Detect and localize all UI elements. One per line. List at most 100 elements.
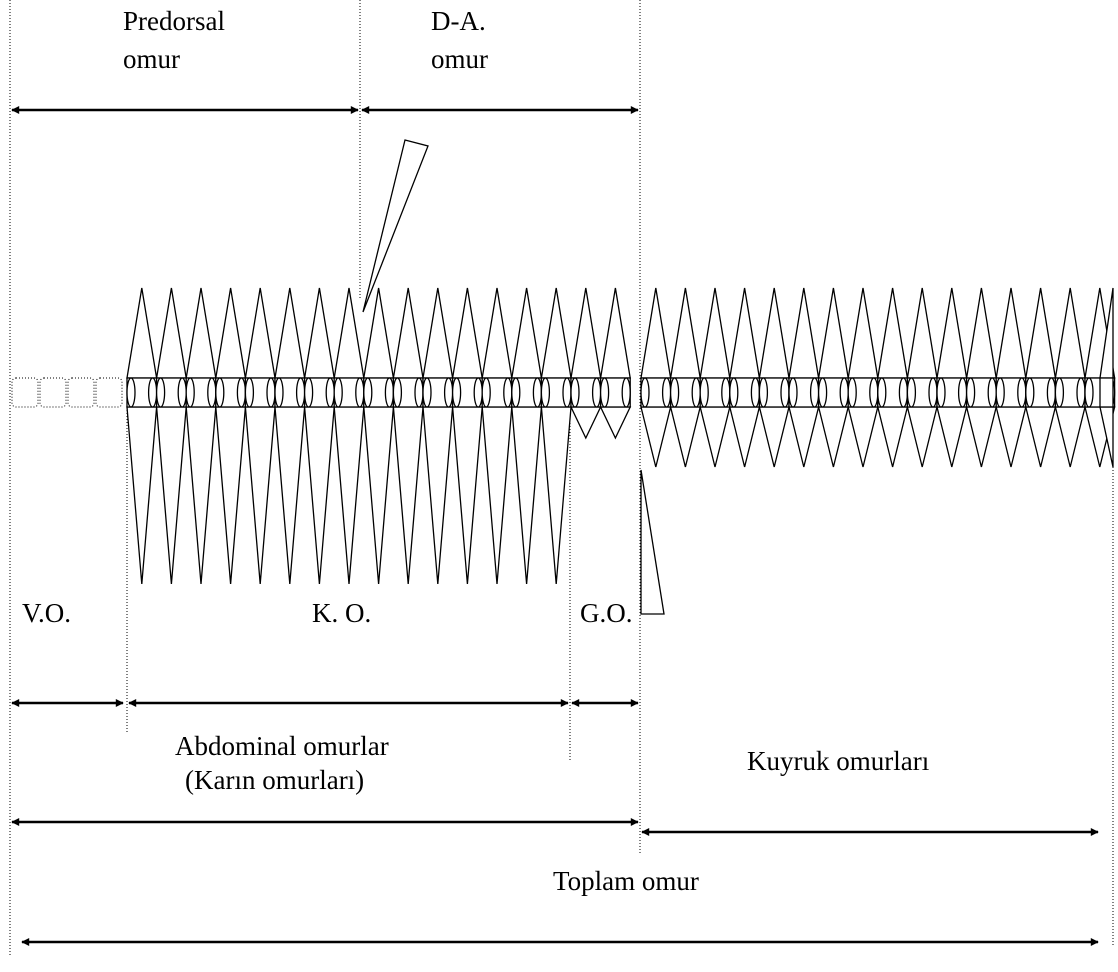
- centrum-end: [621, 377, 631, 408]
- label: G.O.: [580, 598, 633, 628]
- label: omur: [123, 44, 180, 74]
- centrum-end: [244, 377, 255, 408]
- centrum-end: [155, 377, 166, 408]
- centrum-end: [1025, 377, 1035, 408]
- haemal-spine: [788, 406, 820, 468]
- centrum-end: [877, 377, 887, 408]
- centrum-end: [266, 377, 276, 408]
- neural-spine: [511, 287, 543, 379]
- neural-spine: [303, 287, 335, 379]
- haemal-spine: [640, 406, 672, 468]
- guides: [9, 0, 1114, 955]
- centrum-end: [721, 377, 731, 408]
- labels: Predorsal omur D-A. omur V.O. K. O. G.O.…: [22, 6, 929, 896]
- neural-spine: [215, 287, 247, 379]
- centrum: [1099, 377, 1114, 408]
- neural-spine: [599, 287, 631, 379]
- label: V.O.: [22, 598, 71, 628]
- haemal-spine: [422, 406, 454, 585]
- label: Toplam omur: [553, 866, 699, 896]
- faint-centrum: [95, 377, 123, 408]
- haemal-spine: [758, 406, 790, 468]
- centrum-end: [1046, 377, 1057, 408]
- arrows: [11, 106, 1099, 946]
- pointer: [640, 469, 665, 615]
- label: K. O.: [312, 598, 371, 628]
- neural-spine: [155, 287, 187, 379]
- centrum-end: [177, 377, 187, 408]
- centrum-end: [847, 377, 857, 408]
- centrum-end: [965, 377, 976, 408]
- haemal-spine: [215, 406, 247, 585]
- neural-spine: [570, 287, 602, 379]
- neural-spine: [422, 287, 454, 379]
- centrum-end: [898, 377, 909, 408]
- haemal-spine: [274, 406, 306, 585]
- centrum-end: [363, 377, 373, 408]
- haemal-spine: [936, 406, 968, 468]
- neural-spine: [729, 287, 761, 379]
- haemal-spine: [481, 406, 513, 585]
- neural-spine: [669, 287, 701, 379]
- neural-spine: [274, 287, 306, 379]
- faint-centrum: [11, 377, 39, 408]
- centrum-end: [699, 377, 709, 408]
- centrum-end: [995, 377, 1005, 408]
- centrum-end: [780, 377, 790, 408]
- centrum-end: [443, 377, 454, 408]
- neural-spine: [847, 287, 879, 379]
- centrum-end: [473, 377, 483, 408]
- haemal-spine: [669, 406, 702, 468]
- centrum-end: [809, 377, 820, 408]
- centrum-end: [1084, 377, 1094, 408]
- haemal-spine: [363, 406, 395, 585]
- haemal-spine: [244, 406, 276, 585]
- centrum-end: [1076, 377, 1086, 408]
- centrum-end: [758, 377, 769, 408]
- label: Predorsal: [123, 6, 225, 36]
- centrum-end: [570, 377, 580, 408]
- haemal-spine: [540, 406, 572, 585]
- centrum-end: [325, 377, 335, 408]
- neural-spine: [1025, 287, 1057, 379]
- centrum-end: [839, 377, 849, 408]
- neural-spine: [788, 287, 820, 379]
- haemal-spine: [728, 406, 761, 468]
- neural-spine: [906, 287, 938, 379]
- neural-spine: [758, 287, 790, 379]
- haemal-spine: [876, 406, 909, 468]
- haemal-spine: [185, 406, 217, 585]
- label: Kuyruk omurları: [747, 746, 929, 776]
- neural-spine: [936, 287, 968, 379]
- centrum-end: [451, 377, 462, 408]
- centrum-end: [503, 377, 513, 408]
- haemal-spine: [599, 406, 632, 440]
- haemal-spine: [817, 406, 850, 468]
- centrum-end: [126, 377, 136, 408]
- centrum-end: [481, 377, 491, 408]
- centrum-end: [669, 377, 680, 408]
- centrum-end: [540, 377, 551, 408]
- neural-spine: [333, 287, 365, 379]
- centrum-end: [591, 377, 602, 408]
- haemal-spine: [392, 406, 424, 585]
- haemal-spine: [699, 406, 731, 468]
- centrum-end: [414, 377, 424, 408]
- centrum-end: [422, 377, 432, 408]
- pointer: [362, 139, 429, 313]
- centrum-end: [869, 377, 879, 408]
- haemal-spine: [155, 406, 187, 585]
- centrum-end: [392, 377, 403, 408]
- haemal-spine: [303, 406, 335, 585]
- centrum-end: [1054, 377, 1065, 408]
- faint-centrum: [67, 377, 95, 408]
- centrum-end: [661, 377, 672, 408]
- haemal-spine: [1024, 406, 1057, 468]
- neural-spine: [540, 287, 572, 379]
- centrum-end: [691, 377, 701, 408]
- neural-spine: [817, 287, 849, 379]
- haemal-spine: [126, 406, 158, 585]
- centrum-end: [215, 377, 225, 408]
- centrum-end: [236, 377, 247, 408]
- neural-spine: [481, 287, 513, 379]
